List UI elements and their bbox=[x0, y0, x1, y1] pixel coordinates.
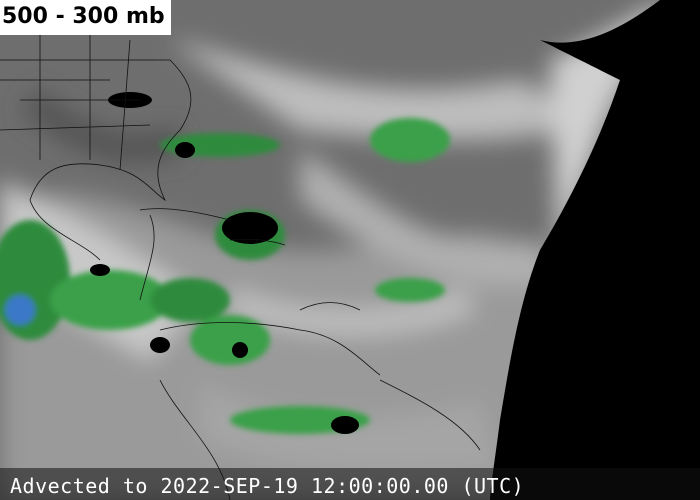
cloud-tops bbox=[0, 118, 450, 434]
timestamp: Advected to 2022-SEP-19 12:00:00.00 (UTC… bbox=[10, 474, 525, 498]
cold-cloud-tops bbox=[90, 92, 359, 434]
space-region bbox=[490, 0, 700, 500]
layer-title: 500 - 300 mb bbox=[0, 0, 171, 35]
footer-band bbox=[0, 468, 700, 500]
coastlines bbox=[0, 20, 481, 500]
